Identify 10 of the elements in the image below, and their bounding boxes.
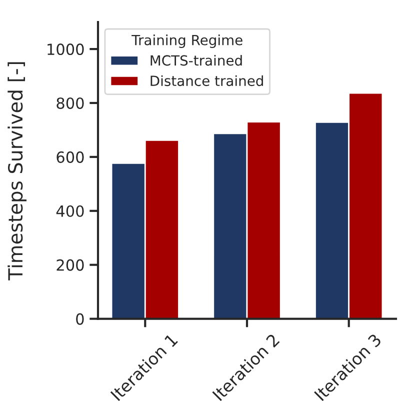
legend-label: Distance trained [150,75,263,86]
y-tick-label: 0 [76,313,84,325]
y-axis-title: Timesteps Survived [-] [8,62,26,280]
y-tick-label: 1000 [48,43,84,56]
y-tick-label: 200 [56,259,84,271]
y-tick-label: 600 [56,151,84,163]
y-tick-label: 400 [56,205,84,217]
legend-label: MCTS-trained [150,54,242,66]
y-tick-label: 800 [56,97,84,110]
legend-title: Training Regime [132,34,242,48]
